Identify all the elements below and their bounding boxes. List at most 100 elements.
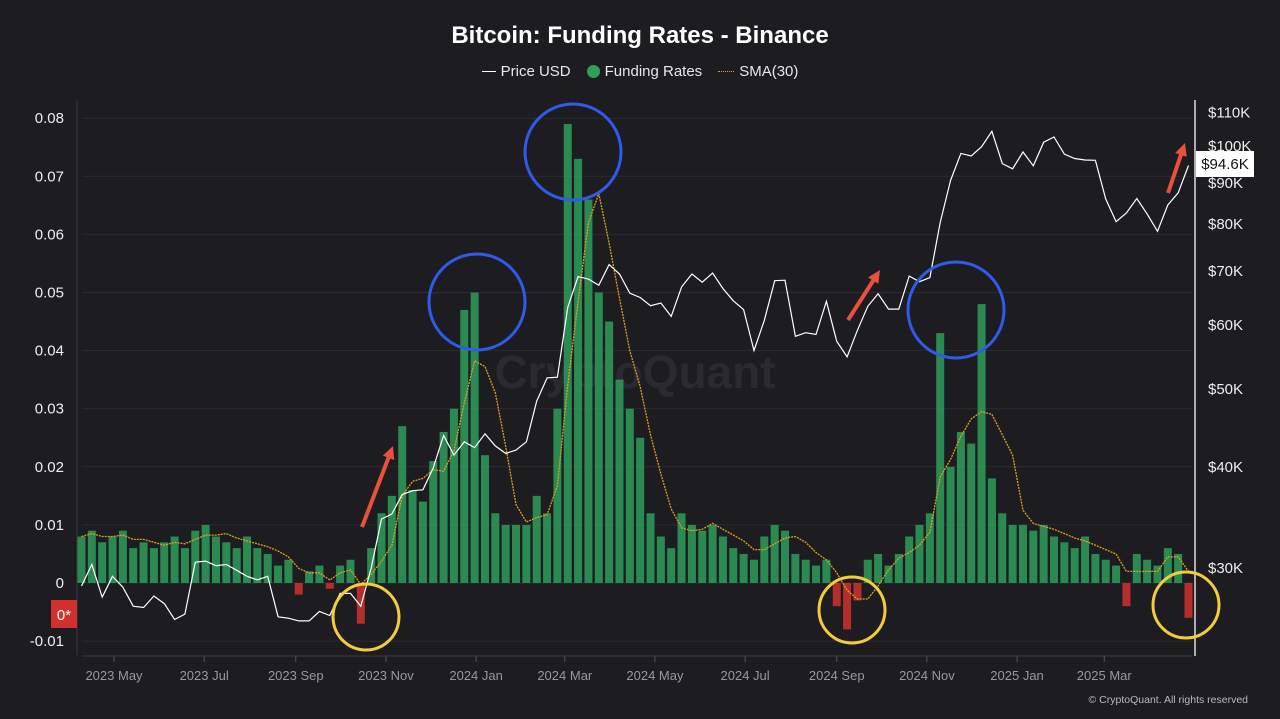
funding-bar bbox=[108, 536, 117, 583]
funding-bar bbox=[543, 513, 552, 583]
funding-bar bbox=[377, 513, 386, 583]
funding-bar bbox=[160, 542, 169, 583]
annotation-arrow-icon bbox=[846, 275, 878, 322]
funding-bar bbox=[201, 524, 210, 583]
legend-label-sma: SMA(30) bbox=[739, 63, 799, 80]
funding-bar bbox=[781, 530, 790, 583]
funding-dot-swatch bbox=[586, 65, 600, 78]
funding-bar bbox=[398, 426, 407, 583]
funding-bar bbox=[1132, 553, 1141, 583]
funding-bar bbox=[191, 530, 200, 583]
funding-bar bbox=[180, 548, 189, 583]
funding-bar bbox=[1153, 565, 1162, 583]
funding-bar bbox=[501, 524, 510, 583]
funding-bar bbox=[274, 565, 283, 583]
annotations bbox=[331, 102, 1221, 652]
x-tick-label: 2024 Jul bbox=[721, 668, 770, 683]
funding-bar bbox=[1018, 524, 1027, 583]
annotation-arrowhead-icon bbox=[1175, 143, 1187, 157]
x-tick-label: 2024 May bbox=[626, 668, 684, 683]
funding-bar bbox=[698, 530, 707, 583]
funding-bar bbox=[1081, 536, 1090, 583]
funding-bar bbox=[998, 513, 1007, 583]
x-tick-label: 2025 Mar bbox=[1077, 668, 1133, 683]
funding-bar bbox=[253, 548, 262, 583]
left-tick-label: 0.01 bbox=[35, 517, 64, 534]
funding-bar bbox=[325, 583, 334, 589]
funding-bar bbox=[118, 530, 127, 583]
watermark: CryptoQuant bbox=[494, 346, 775, 398]
x-tick-label: 2024 Jan bbox=[449, 668, 503, 683]
funding-bar bbox=[874, 553, 883, 583]
price-line-swatch bbox=[481, 71, 496, 72]
annotation-yellow-circle bbox=[817, 575, 887, 645]
left-tick-label: 0.03 bbox=[35, 401, 64, 418]
funding-bar bbox=[791, 553, 800, 583]
funding-bar bbox=[625, 408, 634, 583]
annotation-blue-circle bbox=[523, 102, 623, 202]
funding-bar bbox=[129, 548, 138, 583]
annotation-blue-circle bbox=[906, 260, 1006, 360]
legend-item-funding[interactable]: Funding Rates bbox=[586, 63, 702, 80]
funding-bar bbox=[346, 559, 355, 583]
funding-bar bbox=[987, 478, 996, 583]
right-tick-label: $60K bbox=[1208, 317, 1243, 334]
legend-item-price[interactable]: Price USD bbox=[481, 63, 571, 80]
funding-bar bbox=[584, 199, 593, 584]
left-tick-label: 0.06 bbox=[35, 226, 64, 243]
right-tick-label: $40K bbox=[1208, 459, 1243, 476]
funding-bar bbox=[418, 501, 427, 583]
right-tick-label: $90K bbox=[1208, 175, 1243, 192]
funding-bar bbox=[863, 559, 872, 583]
funding-bar bbox=[243, 536, 252, 583]
funding-bar bbox=[739, 553, 748, 583]
funding-bar bbox=[1070, 548, 1079, 583]
funding-bar bbox=[387, 495, 396, 583]
funding-bar bbox=[449, 408, 458, 583]
funding-bar bbox=[1163, 548, 1172, 583]
annotation-yellow-circle bbox=[331, 582, 401, 652]
right-tick-label: $80K bbox=[1208, 216, 1243, 233]
annotation-arrowhead-icon bbox=[868, 270, 880, 284]
funding-bar bbox=[232, 548, 241, 583]
annotation-arrowhead-icon bbox=[382, 446, 395, 460]
funding-bar bbox=[512, 524, 521, 583]
funding-bar bbox=[894, 553, 903, 583]
funding-bar bbox=[1091, 553, 1100, 583]
left-tick-label: 0.05 bbox=[35, 285, 64, 302]
funding-bar bbox=[905, 536, 914, 583]
funding-bar bbox=[305, 571, 314, 583]
funding-bar bbox=[853, 583, 862, 601]
funding-bar bbox=[149, 548, 158, 583]
funding-bars bbox=[77, 124, 1193, 630]
funding-bar bbox=[439, 431, 448, 583]
funding-bar bbox=[77, 536, 86, 583]
funding-bar bbox=[925, 513, 934, 583]
funding-bar bbox=[429, 460, 438, 583]
funding-bar bbox=[522, 524, 531, 583]
zero-marker-label: 0* bbox=[57, 607, 71, 624]
funding-bar bbox=[1060, 542, 1069, 583]
current-price-label: $94.6K bbox=[1201, 156, 1249, 173]
chart-title: Bitcoin: Funding Rates - Binance bbox=[451, 22, 829, 49]
x-tick-label: 2023 Jul bbox=[180, 668, 229, 683]
funding-bar bbox=[822, 559, 831, 583]
funding-bar bbox=[336, 565, 345, 583]
funding-bar bbox=[532, 495, 541, 583]
left-tick-label: 0.04 bbox=[35, 343, 64, 360]
annotation-arrow-icon bbox=[1166, 149, 1185, 194]
funding-bar bbox=[553, 408, 562, 583]
funding-bar bbox=[1039, 524, 1048, 583]
funding-bar bbox=[315, 565, 324, 583]
left-tick-label: 0.02 bbox=[35, 459, 64, 476]
legend-item-sma[interactable]: SMA(30) bbox=[718, 63, 798, 80]
price-line bbox=[80, 129, 1190, 622]
left-tick-label: 0.07 bbox=[35, 168, 64, 185]
legend-label-price: Price USD bbox=[500, 63, 571, 80]
funding-bar bbox=[946, 466, 955, 583]
funding-bar bbox=[967, 443, 976, 583]
funding-bar bbox=[408, 490, 417, 583]
funding-bar bbox=[1112, 565, 1121, 583]
legend: Price USD Funding Rates SMA(30) bbox=[0, 63, 1280, 80]
funding-bar bbox=[936, 333, 945, 583]
